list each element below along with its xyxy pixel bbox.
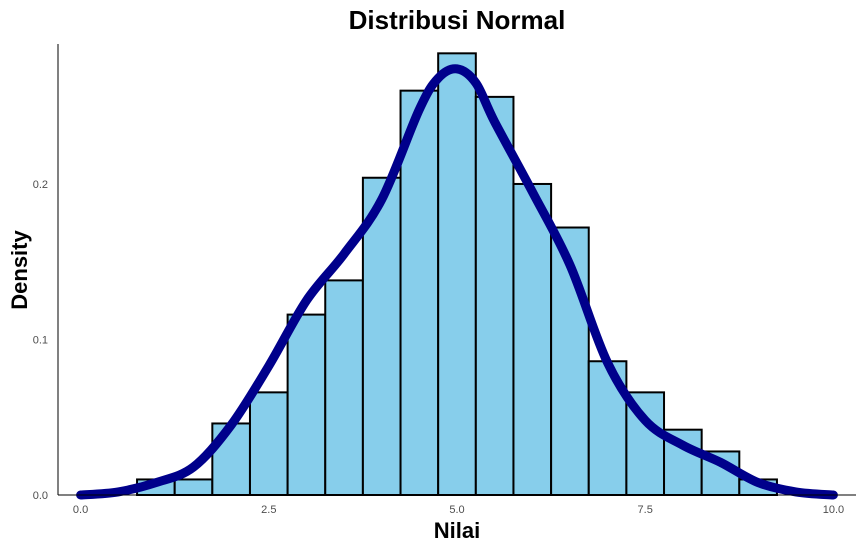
axes [57, 44, 856, 496]
density-curve-layer [76, 64, 838, 500]
histogram-bar-9 [437, 52, 477, 497]
x-tick-label: 5.0 [449, 504, 464, 516]
histogram-bar-2 [173, 478, 214, 496]
x-tick-label: 2.5 [261, 504, 276, 516]
chart-title: Distribusi Normal [349, 5, 566, 35]
density-curve [76, 64, 838, 500]
x-tick-label: 0.0 [73, 504, 88, 516]
histogram-bar-4 [248, 391, 289, 496]
histogram-bar-11 [512, 182, 553, 496]
y-tick-label: 0.0 [33, 490, 48, 502]
histogram-bars [136, 52, 778, 497]
histogram-bar-8 [399, 89, 440, 496]
histogram-bar-3 [211, 422, 251, 496]
x-tick-label: 10.0 [823, 504, 844, 516]
y-tick-label: 0.2 [33, 179, 48, 191]
histogram-bar-5 [286, 313, 327, 496]
x-tick-label: 7.5 [638, 504, 653, 516]
histogram-bar-10 [474, 95, 515, 497]
y-tick-label: 0.1 [33, 334, 48, 346]
tick-labels: 0.0 2.5 5.0 7.5 10.0 0.0 0.1 0.2 [33, 179, 844, 516]
x-axis-title: Nilai [434, 518, 480, 543]
y-axis-title: Density [7, 230, 32, 310]
histogram-bar-6 [324, 279, 364, 496]
histogram-bar-7 [361, 176, 402, 496]
